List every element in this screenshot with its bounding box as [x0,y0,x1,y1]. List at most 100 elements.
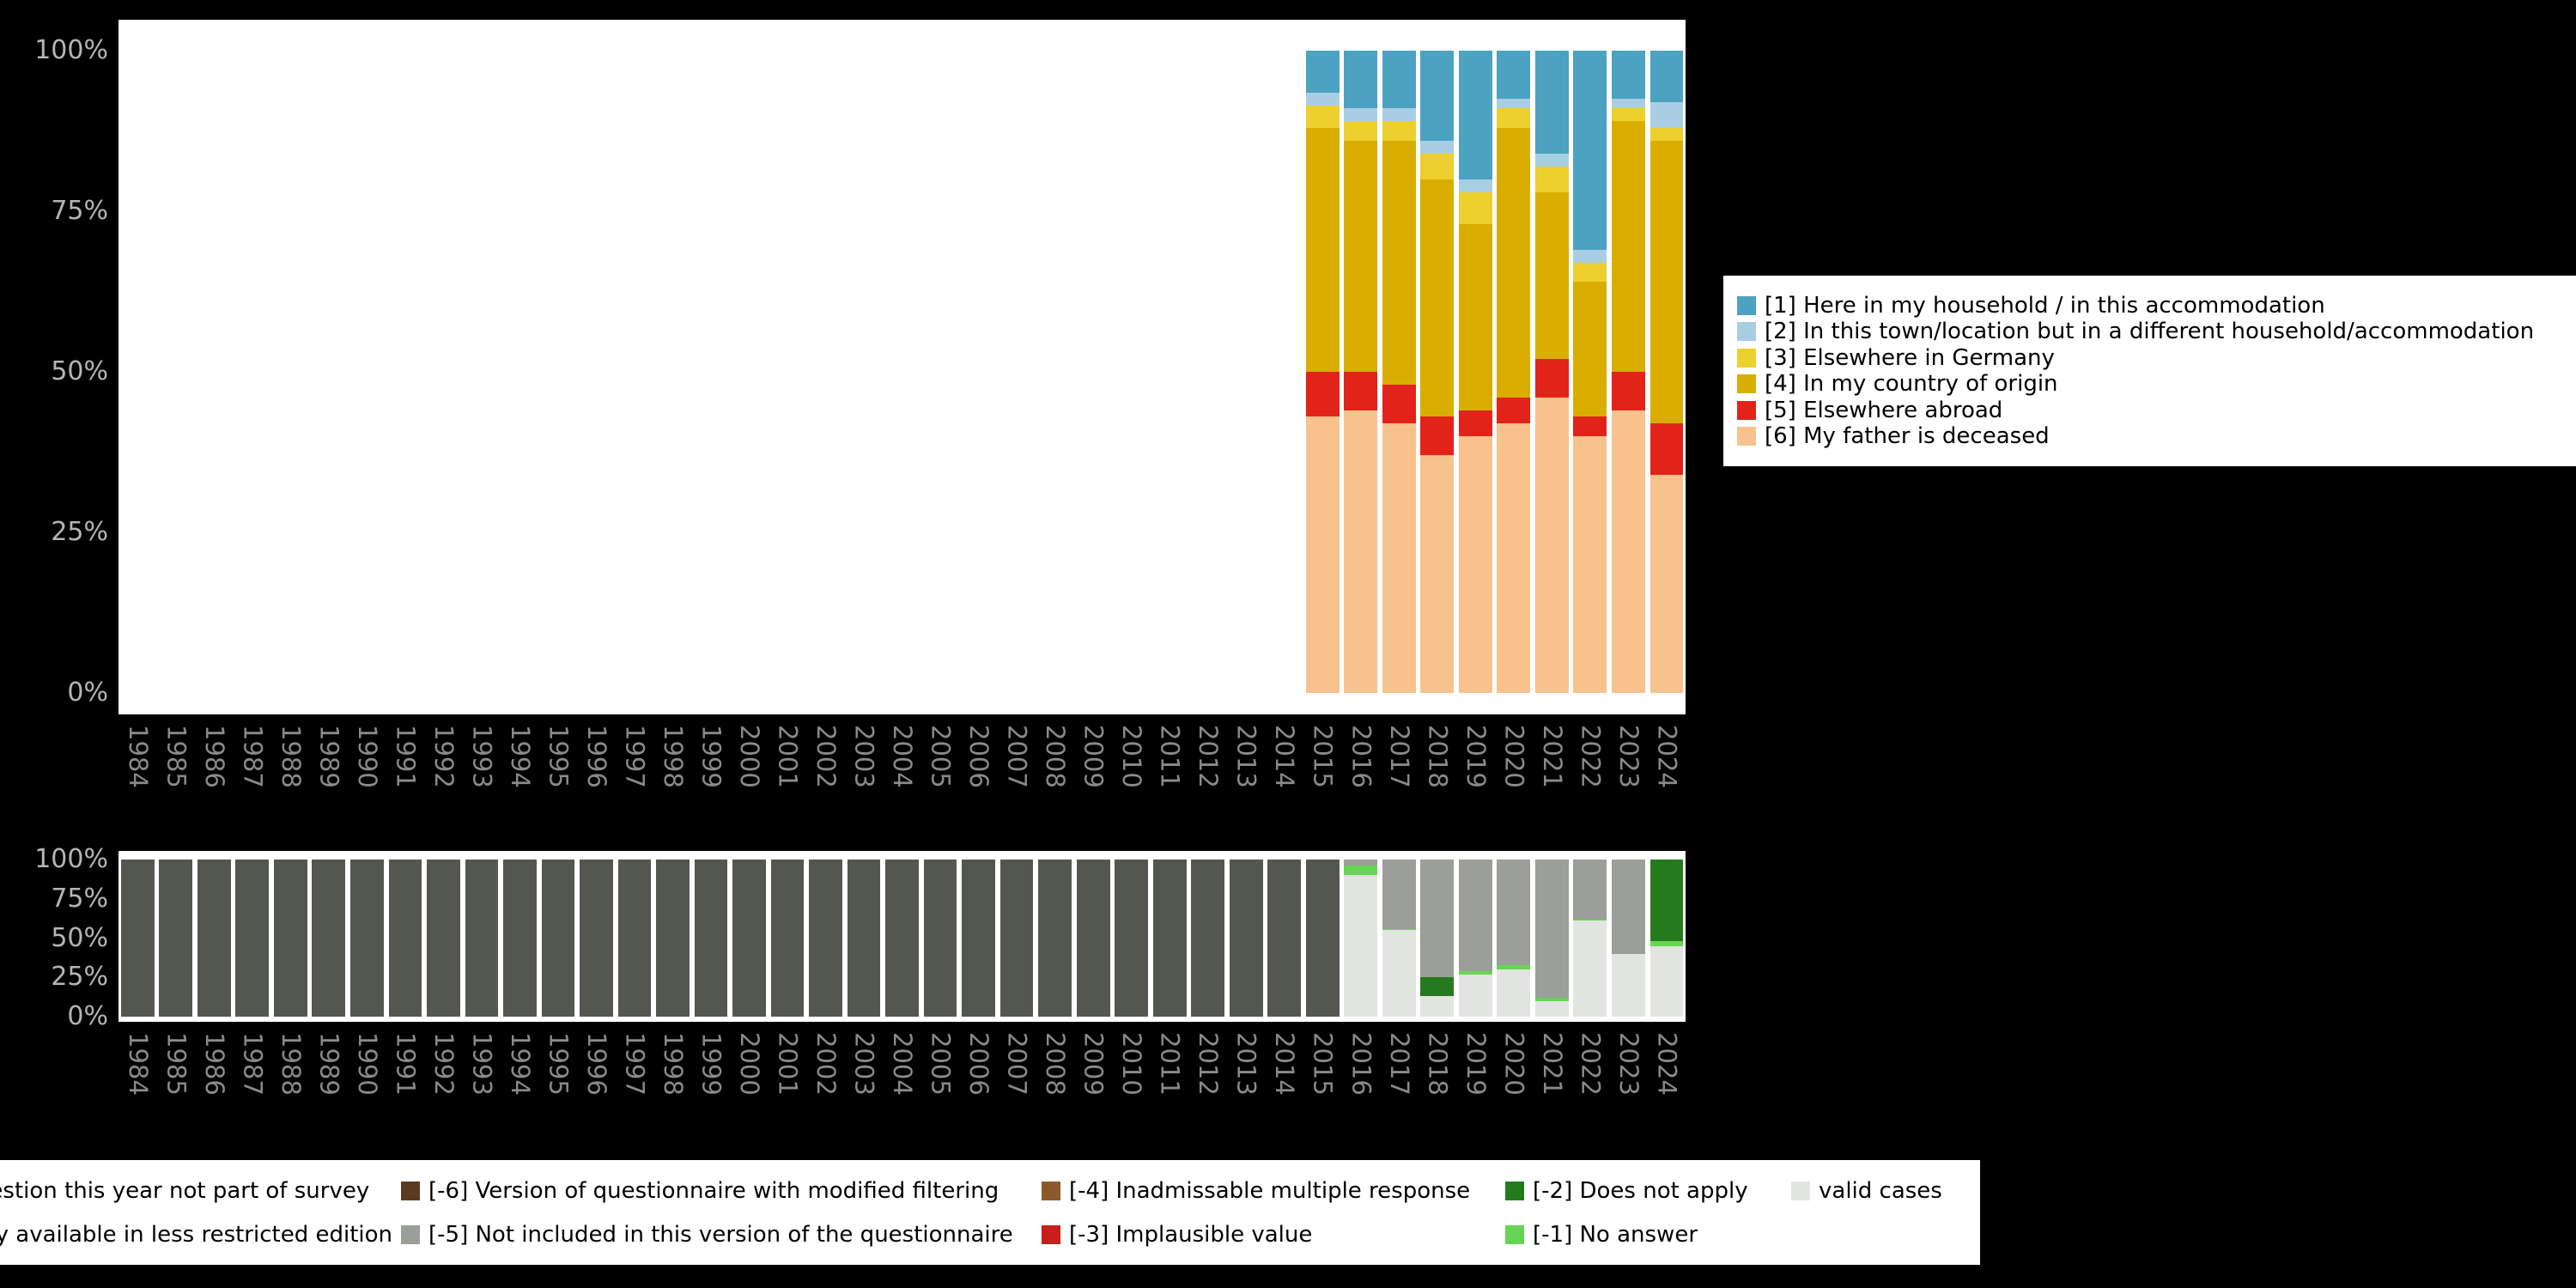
x-tick-1991: 1991 [386,1032,425,1096]
legend-swatch-valid-cases [1791,1181,1810,1200]
bar-segment-2020-4 [1497,127,1531,398]
bar-segment-2023-2 [1612,99,1645,109]
bar-slot-1996 [577,51,616,693]
legend-item-1: [1] Here in my household / in this accom… [1737,293,2576,319]
bar-slot-1993 [463,860,501,1017]
legend-swatch-3 [1737,348,1756,368]
x-tick-1984: 1984 [118,725,157,788]
bar-segment-2018-valid [1420,996,1455,1017]
bar-segment-2020-2 [1497,99,1531,109]
bar-segment-2024-2 [1649,101,1684,128]
x-tick-label: 1997 [620,1032,650,1096]
x-tick-label: 2014 [1270,1032,1300,1096]
x-tick-2002: 2002 [806,725,845,788]
legend-swatch-1 [1737,296,1756,315]
x-tick-2011: 2011 [1151,1032,1189,1096]
x-tick-label: 2007 [1002,725,1032,788]
bar-slot-1987 [234,860,272,1017]
legend-item-minus3: [-3] Implausible value [1042,1222,1505,1248]
x-tick-1986: 1986 [195,725,234,788]
bar-1984 [121,51,155,693]
top-chart-legend: [1] Here in my household / in this accom… [1723,276,2576,466]
bar-2005 [924,51,957,693]
x-tick-2015: 2015 [1303,725,1342,788]
bar-segment-2019-1 [1458,51,1492,179]
bar-2014 [1267,860,1302,1017]
bar-segment-2020--5 [1497,860,1531,965]
x-tick-label: 1987 [238,1032,268,1096]
bar-segment-2021-1 [1534,51,1569,154]
bar-segment-2019-valid [1458,974,1492,1017]
x-tick-2009: 2009 [1074,1032,1113,1096]
x-tick-label: 2017 [1384,725,1414,788]
x-tick-2018: 2018 [1419,725,1457,788]
bar-1987 [235,860,270,1017]
x-tick-2008: 2008 [1036,1032,1074,1096]
x-tick-2013: 2013 [1227,725,1266,788]
bar-segment-2008--8 [1038,860,1072,1017]
legend-label-valid-cases: valid cases [1819,1177,1942,1204]
x-tick-2024: 2024 [1648,725,1686,788]
bar-2022 [1573,860,1607,1017]
x-tick-label: 1991 [391,725,421,788]
x-tick-2017: 2017 [1380,725,1419,788]
bar-slot-2000 [730,860,769,1017]
bar-segment-2021-valid [1534,1000,1569,1017]
bar-slot-1986 [195,860,234,1017]
bar-segment-2024-6 [1649,474,1684,693]
bar-segment-2016-valid [1344,875,1378,1017]
x-tick-label: 2009 [1078,1032,1109,1096]
x-tick-1997: 1997 [616,725,654,788]
bar-segment-2018--5 [1420,860,1455,978]
x-tick-label: 1989 [314,1032,344,1096]
x-tick-2006: 2006 [959,1032,998,1096]
bar-1992 [427,860,460,1017]
bar-1999 [695,51,728,693]
bar-segment-2021-2 [1534,153,1569,167]
bar-slot-2016 [1342,860,1381,1017]
bar-segment-2021--1 [1534,998,1569,1001]
bar-segment-2016-6 [1344,410,1378,693]
bar-slot-2018 [1419,860,1457,1017]
bar-segment-2021-3 [1534,166,1569,192]
x-tick-2003: 2003 [845,725,884,788]
x-tick-1990: 1990 [348,1032,386,1096]
bar-slot-2012 [1188,860,1227,1017]
bar-segment-2024-5 [1649,422,1684,475]
x-tick-1984: 1984 [118,1032,157,1096]
bar-slot-2013 [1227,860,1266,1017]
legend-label-5: [5] Elsewhere abroad [1765,397,2003,423]
bar-segment-2022-2 [1573,249,1607,263]
bar-segment-2018-6 [1420,455,1455,693]
x-tick-label: 2004 [888,725,918,788]
x-tick-1996: 1996 [577,1032,616,1096]
legend-swatch-minus3 [1042,1224,1060,1244]
x-tick-2020: 2020 [1495,1032,1534,1096]
bar-2001 [771,51,805,693]
bar-segment-2018-5 [1420,416,1455,456]
bar-slot-2022 [1571,51,1610,693]
bar-1985 [159,860,193,1017]
top-y-axis: 100% 75% 50% 25% 0% [0,34,108,709]
x-tick-2023: 2023 [1609,725,1648,788]
bar-segment-2020-valid [1497,969,1531,1017]
x-tick-label: 1999 [696,725,726,788]
bar-slot-2008 [1036,860,1074,1017]
bar-segment-2005--8 [923,860,957,1017]
bar-2007 [999,860,1034,1017]
bar-slot-2021 [1533,860,1571,1017]
bar-segment-2016-2 [1344,108,1378,122]
bar-1988 [274,51,307,693]
x-tick-2004: 2004 [883,1032,921,1096]
bar-1990 [349,860,384,1017]
x-tick-1994: 1994 [501,1032,539,1096]
bar-slot-1988 [271,860,310,1017]
bar-slot-2023 [1609,51,1648,693]
bar-segment-2015-1 [1305,51,1340,93]
bar-2021 [1534,51,1569,693]
bar-slot-2004 [883,860,921,1017]
bar-segment-2017--5 [1382,860,1416,929]
x-tick-label: 1987 [238,725,268,788]
y-tick-label: 100% [34,35,108,65]
bar-segment-2016--5 [1344,860,1378,866]
